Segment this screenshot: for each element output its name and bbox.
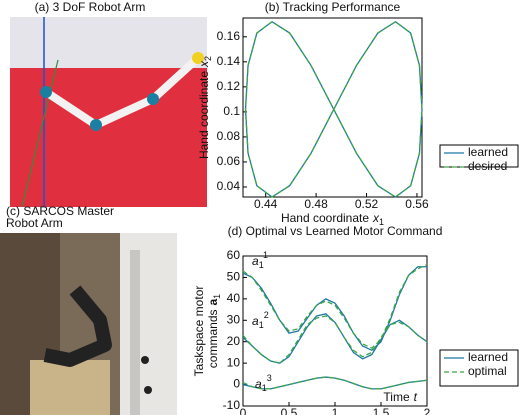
x-tick-label: 0.44 [254,197,278,211]
y-tick-label: 30 [227,312,241,326]
series-line [242,376,428,390]
sarcos-photo [0,233,177,415]
y-tick-label: 50 [227,270,241,284]
panel-title: (c) SARCOS Master [6,204,114,218]
series-line [244,20,423,198]
y-tick-label: 0.1 [223,104,240,118]
panel-title: (a) 3 DoF Robot Arm [35,0,146,14]
series-line [242,263,428,349]
series-line [242,315,428,364]
panel-title: Robot Arm [6,216,63,230]
annotation-sub: 1 [259,320,264,330]
x-tick-label: 0.5 [281,406,298,415]
y-tick-label: 0.04 [217,179,241,193]
robot-arm-image [10,17,207,208]
annotation-base: a [252,314,259,328]
legend-box [439,144,519,168]
y-tick-label: -10 [223,398,241,412]
y-tick-label: 0.06 [217,154,241,168]
legend-label: learned [468,145,508,159]
series-line [242,313,428,364]
series-line [242,266,427,352]
x-tick-label: 0 [240,406,247,415]
y-axis-label: commands a1 [206,294,222,368]
x-tick-label: 1.5 [373,406,390,415]
y-tick-label: 0.16 [217,29,241,43]
y-label-text: Taskspace motor [192,286,206,377]
annotation-base: a [255,377,262,391]
y-tick-label: 0.12 [217,79,241,93]
y-tick-label: 0 [233,377,240,391]
y-tick-label: 60 [227,248,241,262]
y-tick-label: 10 [227,355,241,369]
annotation-sup: 1 [263,250,268,260]
x-tick-label: 0.56 [405,197,429,211]
curve-annotation: a12 [252,310,269,330]
y-axis-label: Hand coordinate x2 [197,56,213,159]
chart-title: (b) Tracking Performance [265,0,401,14]
annotation-sup: 2 [264,310,269,320]
legend-label: learned [468,350,508,364]
legend-box [439,349,519,387]
y-axis-label: Taskspace motor [192,286,206,377]
curve-annotation: a11 [252,250,268,270]
x-axis-label: Hand coordinate x1 [281,211,384,227]
legend-label: optimal [468,364,507,378]
x-tick-label: 0.48 [304,197,328,211]
x-label-sub: 1 [379,217,384,227]
y-label-sub: 1 [212,294,222,299]
y-tick-label: 0.08 [217,129,241,143]
x-label-text: Time [383,390,410,404]
x-tick-label: 0.52 [355,197,379,211]
y-label-var: x [197,60,211,68]
y-label-sub: 2 [203,56,213,61]
plot-frame [242,255,428,407]
x-tick-label: 2 [424,406,431,415]
annotation-sub: 1 [262,383,267,393]
annotation-sup: 3 [267,373,272,383]
y-tick-label: 20 [227,334,241,348]
x-label-var: t [414,390,418,404]
x-tick-label: 1 [332,406,339,415]
annotation-sub: 1 [259,260,264,270]
x-label-var: x [372,211,380,225]
x-label-text: Hand coordinate [281,211,369,225]
x-axis-label: Time t [383,390,417,404]
chart-title: (d) Optimal vs Learned Motor Command [228,224,443,238]
annotation-base: a [252,254,259,268]
y-label-text: commands [206,310,220,369]
y-tick-label: 40 [227,291,241,305]
y-label-var: a [206,299,220,306]
curve-annotation: a13 [255,373,272,393]
y-label-text: Hand coordinate [197,71,211,159]
y-tick-label: 0.14 [217,54,241,68]
legend-label: desired [468,159,507,173]
